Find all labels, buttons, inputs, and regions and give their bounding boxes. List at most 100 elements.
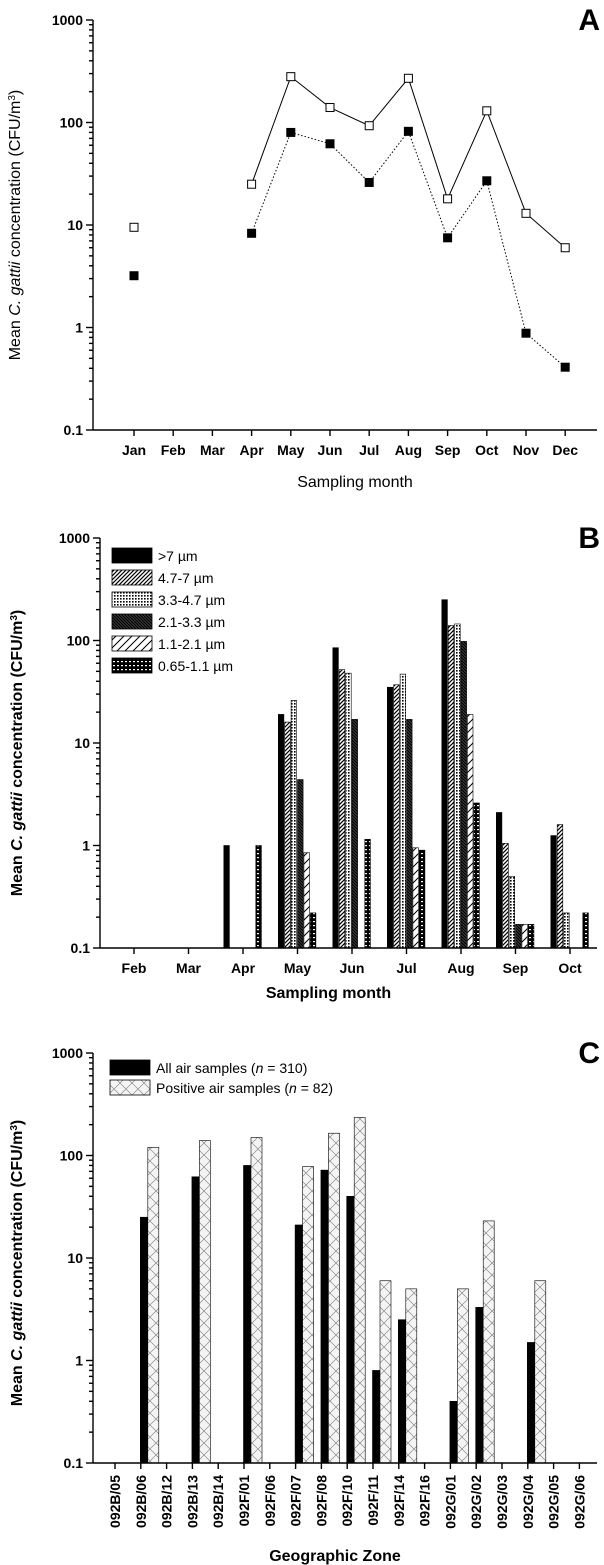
bar <box>332 647 339 949</box>
x-tick-label: Jun <box>318 442 343 458</box>
x-tick-label: Aug <box>447 960 474 976</box>
panel-label: C <box>578 1037 600 1070</box>
y-tick-label: 1 <box>75 1353 83 1369</box>
x-axis-label: Sampling month <box>266 985 391 1002</box>
data-point <box>325 103 335 113</box>
bar <box>250 1137 263 1464</box>
bar <box>199 1140 211 1464</box>
chart-c: 0.1 1 10 100 1000 092B/05 092B/06 092B/12 092B/1… <box>9 1037 601 1565</box>
x-tick-label: Jul <box>396 960 416 976</box>
legend-label: 3.3-4.7 µm <box>158 592 225 608</box>
data-point <box>521 328 531 338</box>
bar <box>393 684 400 949</box>
data-point <box>286 127 296 137</box>
bar <box>303 852 310 949</box>
legend-swatch <box>111 635 153 652</box>
legend-label: >7 µm <box>158 548 198 564</box>
legend-swatch <box>111 657 153 674</box>
bar <box>223 845 230 949</box>
data-point <box>364 177 374 187</box>
legend-label: 4.7-7 µm <box>158 570 214 586</box>
y-axis-label: Mean C. gattii concentration (CFU/m3) <box>9 1120 27 1406</box>
y-tick-label: 1 <box>75 320 83 336</box>
x-axis-label: Geographic Zone <box>269 1548 401 1565</box>
bar <box>302 1166 314 1464</box>
bar <box>521 924 528 949</box>
data-point <box>129 222 139 232</box>
bar <box>290 700 298 949</box>
legend-label: All air samples (n = 310) <box>156 1060 307 1076</box>
series-line <box>251 130 566 368</box>
bar <box>328 1132 340 1464</box>
bar <box>353 1117 366 1464</box>
bar <box>147 1147 160 1464</box>
data-point <box>325 139 335 149</box>
x-tick-label: 092G/03 <box>494 1475 510 1529</box>
x-tick-label: Jun <box>340 960 365 976</box>
legend-swatch <box>111 569 153 586</box>
bar <box>473 802 480 949</box>
x-tick-label: Nov <box>513 442 540 458</box>
x-tick-label: 092B/12 <box>159 1475 175 1528</box>
x-tick-label: Feb <box>161 442 186 458</box>
y-tick-label: 10 <box>67 1250 83 1266</box>
legend-swatch <box>109 1079 151 1096</box>
y-axis-label: Mean C. gattii concentration (CFU/m3) <box>7 90 25 361</box>
bar <box>405 1288 418 1464</box>
chart-a: 0.1 1 10 100 1000 Jan Feb Mar Apr May Jun Jul Aug Sep… <box>7 4 601 491</box>
panel-label: A <box>578 4 600 37</box>
y-tick-label: 1000 <box>52 12 83 28</box>
data-point <box>482 106 492 116</box>
x-tick-label: Oct <box>558 960 582 976</box>
x-axis-label: Sampling month <box>297 474 413 491</box>
bar <box>482 1220 495 1464</box>
bar <box>345 672 352 949</box>
x-tick-label: 092B/05 <box>107 1475 123 1528</box>
x-tick-label: Sep <box>503 960 529 976</box>
bar <box>255 845 262 949</box>
data-point <box>286 72 296 82</box>
x-tick-label: 092G/02 <box>468 1475 484 1529</box>
x-tick-label: Sep <box>435 442 461 458</box>
data-point <box>560 362 570 372</box>
x-tick-label: Oct <box>475 442 499 458</box>
bar <box>284 721 291 949</box>
x-tick-label: 092B/13 <box>184 1475 200 1528</box>
x-tick-label: Apr <box>231 960 256 976</box>
y-tick-label: 10 <box>74 735 90 751</box>
y-axis-label: Mean C. gattii concentration (CFU/m3) <box>9 610 27 896</box>
legend-label: 1.1-2.1 µm <box>158 636 225 652</box>
data-point <box>403 73 413 83</box>
y-tick-label: 100 <box>60 115 84 131</box>
x-tick-label: May <box>284 960 311 976</box>
legend-swatch <box>111 591 153 608</box>
y-tick-label: 1 <box>82 838 90 854</box>
x-tick-label: 092F/11 <box>365 1475 381 1526</box>
x-tick-label: 092B/06 <box>133 1475 149 1528</box>
x-tick-label: 092F/07 <box>288 1475 304 1527</box>
data-point <box>443 233 453 243</box>
x-tick-label: Feb <box>122 960 147 976</box>
x-tick-label: Jul <box>359 442 379 458</box>
x-tick-label: 092G/04 <box>520 1475 536 1529</box>
x-tick-label: Apr <box>240 442 265 458</box>
bar <box>297 779 304 949</box>
bar <box>386 686 394 949</box>
bar <box>364 838 371 949</box>
data-point <box>364 121 374 131</box>
x-tick-label: 092F/10 <box>339 1475 355 1527</box>
bar <box>515 924 522 949</box>
bar <box>460 641 467 949</box>
bar <box>556 824 564 949</box>
legend-label: 0.65-1.1 µm <box>158 658 233 674</box>
bar <box>582 912 589 949</box>
x-tick-label: 092F/14 <box>391 1475 407 1527</box>
chart-b: 0.1 1 10 100 1000 Feb Mar Apr May Jun Jul Aug Sep Oct… <box>9 522 601 1002</box>
data-point <box>443 194 453 204</box>
bar <box>338 669 346 949</box>
legend-label: 2.1-3.3 µm <box>158 614 225 630</box>
legend-swatch <box>111 613 153 630</box>
x-tick-label: Aug <box>395 442 422 458</box>
bar <box>309 912 317 949</box>
bar <box>399 673 407 949</box>
